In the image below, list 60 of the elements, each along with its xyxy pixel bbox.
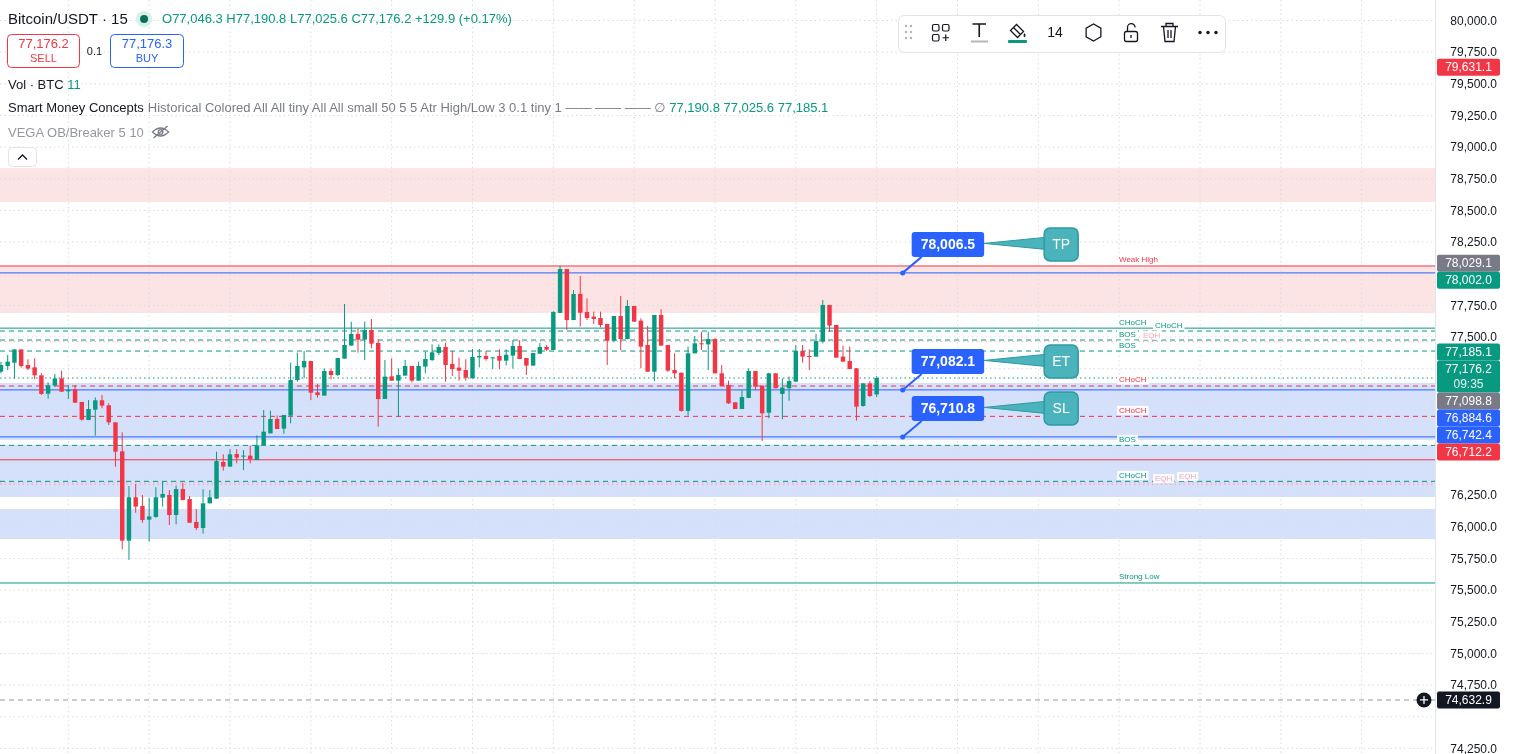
ref-line-label: Strong Low bbox=[1119, 572, 1160, 582]
ref-line-label: BOS bbox=[1119, 340, 1136, 350]
ref-line-label: ET bbox=[1052, 353, 1071, 370]
y-tick-label: 75,750.0 bbox=[1450, 551, 1498, 566]
ref-line-label: BOS bbox=[1119, 329, 1136, 339]
text: 77,098.8 bbox=[1445, 394, 1493, 409]
text: 09:35 bbox=[1453, 377, 1484, 392]
y-tick-label: 77,500.0 bbox=[1450, 330, 1498, 345]
annotation: Historical Colored All All tiny All All small 50 5 5 Atr High/Low 3 0.1 tiny 1 —— —— —— ∅ 77,190.8 77,025.6 77,185.1 bbox=[147, 100, 829, 115]
annotation: 76,710.8 bbox=[920, 400, 976, 417]
text: 76,712.2 bbox=[1445, 445, 1493, 460]
ref-line-label: TP bbox=[1052, 236, 1071, 253]
annotation: 14 bbox=[1047, 24, 1063, 40]
ref-line-label: CHoCH bbox=[1119, 317, 1147, 327]
annotation: Smart Money Concepts bbox=[8, 100, 145, 115]
y-tick-label: 76,000.0 bbox=[1450, 520, 1498, 535]
y-tick-label: 75,500.0 bbox=[1450, 583, 1498, 598]
y-tick-label: 79,500.0 bbox=[1450, 77, 1498, 92]
text: Bitcoin/USDT · 15 bbox=[8, 10, 128, 27]
annotation: 77,082.1 bbox=[920, 353, 976, 370]
y-tick-label: 77,750.0 bbox=[1450, 298, 1498, 313]
ref-line-label: CHoCH bbox=[1119, 470, 1147, 480]
ref-line-label: BOS bbox=[1119, 434, 1136, 444]
annotation: Vol · BTC 11 bbox=[8, 77, 81, 92]
text: 74,632.9 bbox=[1445, 693, 1493, 708]
annotation: 78,006.5 bbox=[920, 236, 976, 253]
text: 77,185.1 bbox=[1445, 345, 1493, 360]
annotation: SELL bbox=[30, 52, 57, 64]
ref-line-label: EQH bbox=[1143, 330, 1161, 340]
text: 78,029.1 bbox=[1445, 256, 1493, 271]
y-tick-label: 75,250.0 bbox=[1450, 615, 1498, 630]
annotation: 0.1 bbox=[86, 45, 103, 57]
ref-line-label: Weak High bbox=[1119, 255, 1158, 265]
y-tick-label: 79,250.0 bbox=[1450, 108, 1498, 123]
text: 78,002.0 bbox=[1445, 273, 1493, 288]
text: 79,631.1 bbox=[1445, 60, 1493, 75]
y-tick-label: 78,750.0 bbox=[1450, 171, 1498, 186]
annotation: BUY bbox=[135, 52, 159, 64]
annotation: 77,176.2 bbox=[18, 36, 69, 51]
text: 77,176.2 bbox=[1445, 362, 1493, 377]
y-tick-label: 78,250.0 bbox=[1450, 235, 1498, 250]
annotation: 77,176.3 bbox=[121, 36, 173, 51]
ref-line-label: CHoCH bbox=[1119, 375, 1147, 385]
y-tick-label: 79,000.0 bbox=[1450, 140, 1498, 155]
y-tick-label: 79,750.0 bbox=[1450, 45, 1498, 60]
y-tick-label: 74,750.0 bbox=[1450, 678, 1498, 693]
y-tick-label: 80,000.0 bbox=[1450, 13, 1498, 28]
ref-line-label: EQH bbox=[1179, 472, 1197, 482]
text: 76,884.6 bbox=[1445, 411, 1493, 426]
ref-line-label: EQH bbox=[1155, 473, 1173, 483]
annotation: VEGA OB/Breaker 5 10 bbox=[8, 125, 144, 140]
y-tick-label: 75,000.0 bbox=[1450, 646, 1498, 661]
text: 76,742.4 bbox=[1445, 428, 1493, 443]
ref-line-label: CHoCH bbox=[1155, 320, 1183, 330]
ref-line-label: SL bbox=[1052, 400, 1070, 417]
y-tick-label: 78,500.0 bbox=[1450, 203, 1498, 218]
ref-line-label: CHoCH bbox=[1119, 405, 1147, 415]
annotation: O77,046.3 H77,190.8 L77,025.6 C77,176.2 +129.9 (+0.17%) bbox=[162, 11, 512, 26]
y-tick-label: 76,250.0 bbox=[1450, 488, 1498, 503]
y-tick-label: 74,250.0 bbox=[1450, 741, 1498, 754]
